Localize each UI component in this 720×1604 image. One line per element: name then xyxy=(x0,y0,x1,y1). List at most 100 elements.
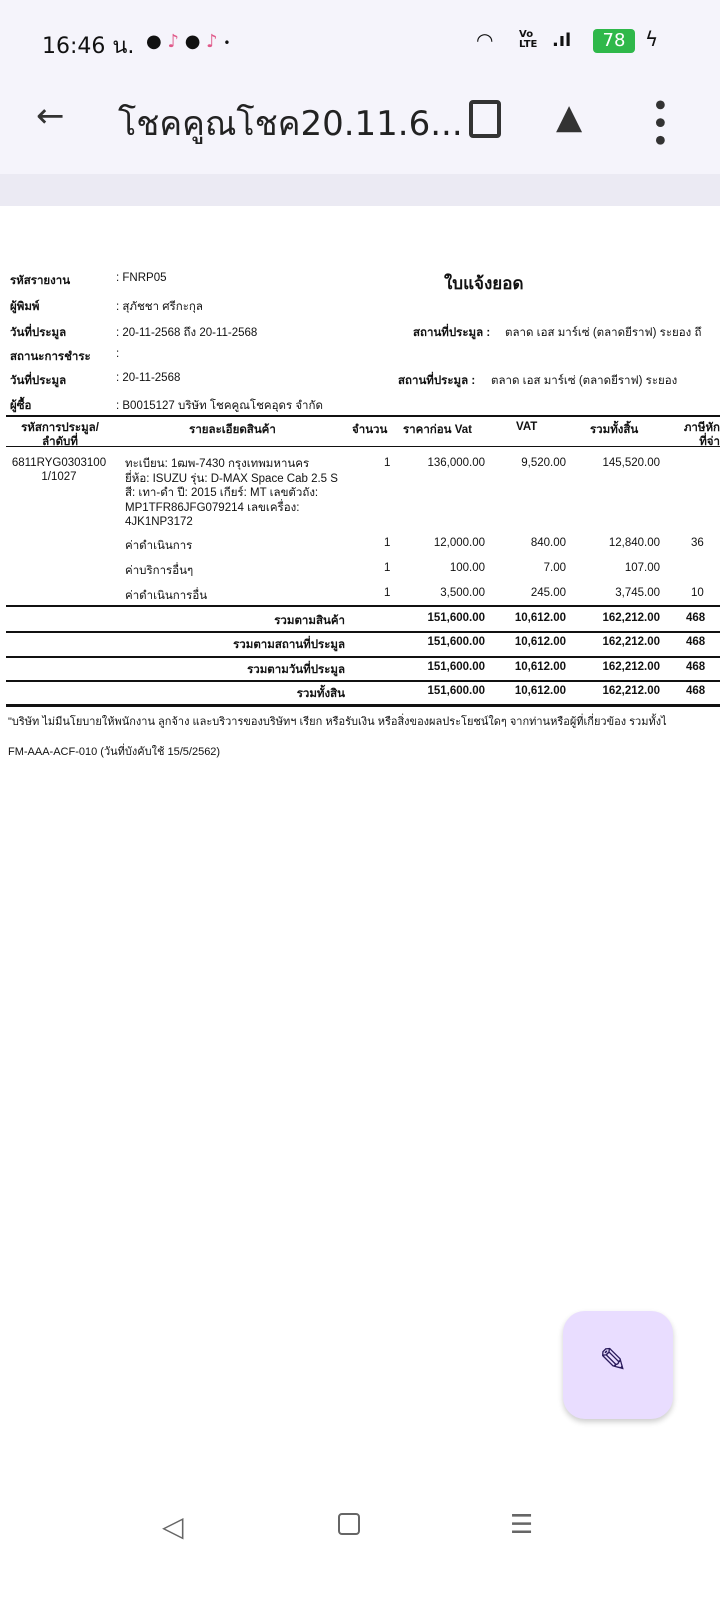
total-vat: 10,612.00 xyxy=(514,685,566,697)
item-total: 145,520.00 xyxy=(602,457,660,469)
back-triangle-icon[interactable]: ◁ xyxy=(162,1510,184,1543)
sign-fill-button[interactable]: ✎ xyxy=(563,1311,673,1419)
item-quantity: 1 xyxy=(384,537,391,549)
tiktok-icon: ♪ xyxy=(167,31,179,52)
item-quantity: 1 xyxy=(384,562,391,574)
edit-signature-icon: ✎ xyxy=(599,1341,628,1381)
total-label: รวมทั้งสิน xyxy=(296,688,345,700)
total-vat: 10,612.00 xyxy=(514,612,566,624)
line-icon: ● xyxy=(146,31,162,52)
drive-add-icon[interactable]: ▲ xyxy=(556,97,583,137)
wifi-icon: ◠ xyxy=(476,28,494,52)
column-header-withholding-tax: ภาษีหัก ที่จ่า xyxy=(683,422,720,448)
status-time: 16:46 น. xyxy=(42,34,135,59)
item-pre-vat: 3,500.00 xyxy=(440,587,485,599)
divider xyxy=(6,656,720,658)
column-header-pre-vat: ราคาก่อน Vat xyxy=(403,424,472,436)
item-total: 12,840.00 xyxy=(608,537,660,549)
dot-icon: • xyxy=(223,36,231,50)
column-header-vat: VAT xyxy=(516,421,538,433)
volte-icon: Vo LTE xyxy=(519,29,538,50)
total-total: 162,212.00 xyxy=(602,661,660,673)
field-value: : 20-11-2568 xyxy=(116,372,181,384)
field-label: วันที่ประมูล xyxy=(10,327,67,339)
total-total: 162,212.00 xyxy=(602,636,660,648)
item-vat: 245.00 xyxy=(530,587,566,599)
field-value: : 20-11-2568 ถึง 20-11-2568 xyxy=(116,327,258,339)
divider xyxy=(6,631,720,633)
location-label: สถานที่ประมูล : xyxy=(398,375,476,387)
divider xyxy=(6,704,720,707)
item-vat: 9,520.00 xyxy=(521,457,566,469)
total-vat: 10,612.00 xyxy=(514,636,566,648)
total-total: 162,212.00 xyxy=(602,612,660,624)
total-total: 162,212.00 xyxy=(602,685,660,697)
more-vert-icon[interactable]: ••• xyxy=(641,96,676,150)
location-value: ตลาด เอส มาร์เซ่ (ตลาดยีราฟ) ระยอง xyxy=(491,375,678,387)
total-vat: 10,612.00 xyxy=(514,661,566,673)
field-label: รหัสรายงาน xyxy=(10,275,71,287)
recents-menu-icon[interactable]: ☰ xyxy=(510,1510,534,1540)
total-pre-vat: 151,600.00 xyxy=(427,685,485,697)
report-title: ใบแจ้งยอด xyxy=(444,274,524,293)
item-pre-vat: 100.00 xyxy=(449,562,485,574)
divider xyxy=(6,680,720,682)
divider xyxy=(6,605,720,607)
document-title: โชคคูณโชค20.11.6... xyxy=(118,104,463,144)
notification-icons: ● ♪ ● ♪ • xyxy=(146,31,230,52)
item-description: ค่าดำเนินการอื่น xyxy=(125,590,208,602)
item-pre-vat: 12,000.00 xyxy=(433,537,485,549)
item-withholding-tax: 36 xyxy=(691,537,704,549)
line-icon: ● xyxy=(184,31,201,52)
item-total: 107.00 xyxy=(624,562,660,574)
total-withholding-tax: 468 xyxy=(686,612,706,624)
field-label: สถานะการชำระ xyxy=(10,351,91,363)
home-square-icon[interactable] xyxy=(338,1513,360,1535)
item-quantity: 1 xyxy=(384,587,391,599)
total-withholding-tax: 468 xyxy=(686,636,706,648)
item-sequence: 1/1027 xyxy=(41,471,77,483)
page-gutter xyxy=(0,174,720,206)
item-description: ค่าบริการอื่นๆ xyxy=(125,565,194,577)
column-header-total: รวมทั้งสิ้น xyxy=(590,424,639,436)
field-value: : B0015127 บริษัท โชคคูณโชคอุดร จำกัด xyxy=(116,400,323,412)
total-label: รวมตามสถานที่ประมูล xyxy=(233,639,345,651)
find-in-document-icon[interactable] xyxy=(469,100,501,138)
item-description: ทะเบียน: 1ฒพ-7430 กรุงเทพมหานคร ยี่ห้อ: … xyxy=(125,458,338,528)
item-vat: 840.00 xyxy=(530,537,566,549)
location-value: ตลาด เอส มาร์เซ่ (ตลาดยีราฟ) ระยอง ถึ xyxy=(505,327,702,339)
field-label: ผู้ซื้อ xyxy=(10,400,32,412)
item-description: ค่าดำเนินการ xyxy=(125,540,193,552)
field-label: วันที่ประมูล xyxy=(10,375,67,387)
column-header-description: รายละเอียดสินค้า xyxy=(189,424,276,436)
signal-icon: .ıl xyxy=(552,30,572,51)
back-arrow-icon[interactable]: ← xyxy=(36,96,65,136)
field-value: : FNRP05 xyxy=(116,272,167,284)
charging-icon: ϟ xyxy=(645,27,659,51)
total-label: รวมตามวันที่ประมูล xyxy=(247,664,345,676)
item-vat: 7.00 xyxy=(543,562,566,574)
total-pre-vat: 151,600.00 xyxy=(427,612,485,624)
divider xyxy=(6,415,720,417)
total-label: รวมตามสินค้า xyxy=(274,615,345,627)
total-pre-vat: 151,600.00 xyxy=(427,661,485,673)
policy-footnote: "บริษัท ไม่มีนโยบายให้พนักงาน ลูกจ้าง แล… xyxy=(8,716,667,728)
location-label: สถานที่ประมูล : xyxy=(413,327,491,339)
column-header-code: รหัสการประมูล/ ลำดับที่ xyxy=(21,422,99,448)
item-withholding-tax: 10 xyxy=(691,587,704,599)
item-pre-vat: 136,000.00 xyxy=(427,457,485,469)
total-withholding-tax: 468 xyxy=(686,661,706,673)
total-withholding-tax: 468 xyxy=(686,685,706,697)
field-label: ผู้พิมพ์ xyxy=(10,301,40,313)
tiktok-icon: ♪ xyxy=(206,31,218,52)
form-code: FM-AAA-ACF-010 (วันที่บังคับใช้ 15/5/256… xyxy=(8,746,221,758)
item-total: 3,745.00 xyxy=(615,587,660,599)
item-code: 6811RYG0303100 xyxy=(11,457,107,469)
item-quantity: 1 xyxy=(384,457,391,469)
battery-indicator: 78 xyxy=(593,29,635,53)
column-header-quantity: จำนวน xyxy=(352,424,388,436)
field-value: : xyxy=(116,348,120,360)
total-pre-vat: 151,600.00 xyxy=(427,636,485,648)
divider xyxy=(6,446,720,447)
field-value: : สุภัชชา ศรีกะกุล xyxy=(116,301,203,313)
